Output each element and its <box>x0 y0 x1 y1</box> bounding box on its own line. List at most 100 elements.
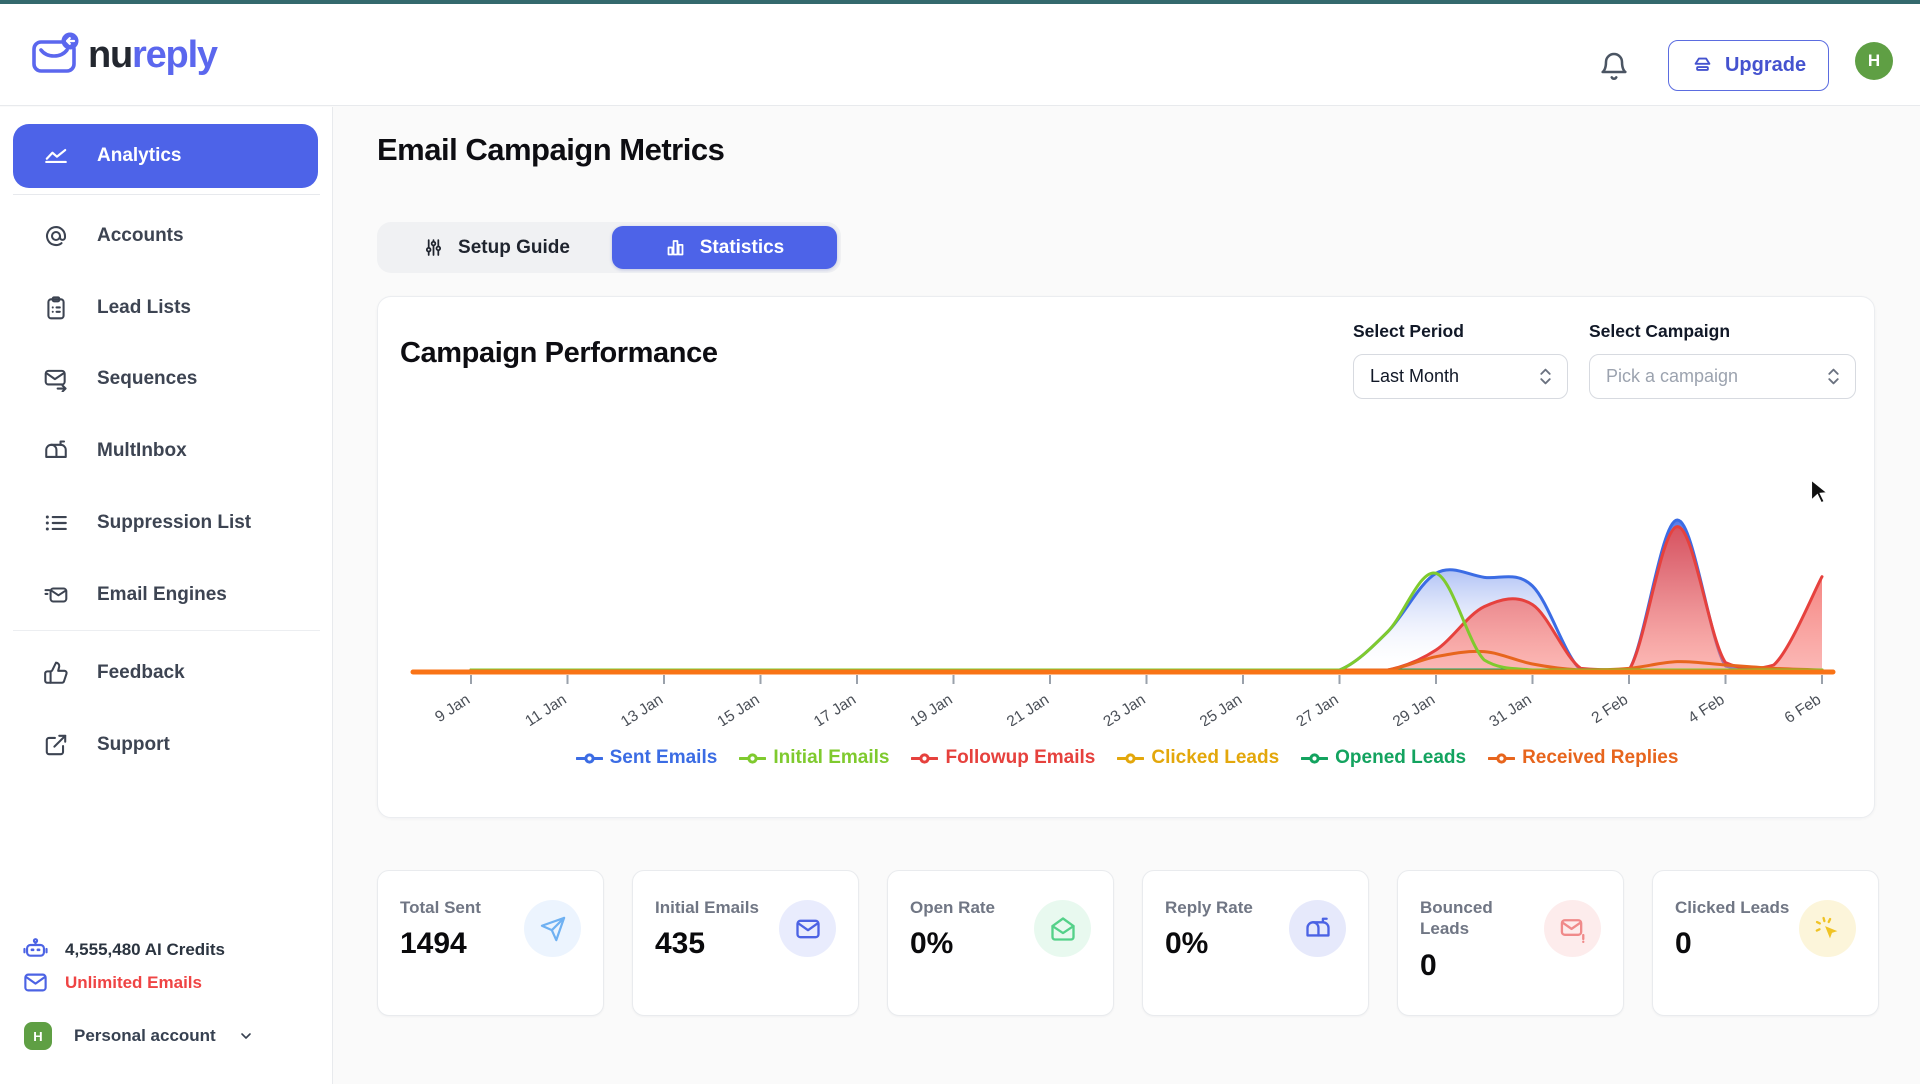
x-axis-tick-label: 2 Feb <box>1589 691 1632 726</box>
period-select-value: Last Month <box>1370 366 1460 386</box>
upgrade-button[interactable]: Upgrade <box>1668 40 1829 91</box>
unlimited-emails-text: Unlimited Emails <box>65 972 202 992</box>
select-period-label: Select Period <box>1353 321 1464 341</box>
area-chart-svg: 9 Jan 11 Jan 13 Jan 15 Jan 17 Jan 19 Jan 21 Ja… <box>410 518 1836 731</box>
legend-marker-icon <box>1488 752 1516 764</box>
tab-statistics[interactable]: Statistics <box>612 226 837 269</box>
sidebar-item-email-engines[interactable]: Email Engines <box>13 573 318 617</box>
bar-chart-icon <box>667 240 684 256</box>
at-sign-icon <box>46 226 67 247</box>
x-axis-tick-label: 23 Jan <box>1100 691 1148 726</box>
campaign-select[interactable]: Pick a campaign <box>1589 354 1856 399</box>
stat-card-total-sent: Total Sent 1494 <box>377 870 604 1016</box>
account-switcher[interactable]: H Personal account <box>24 1022 254 1050</box>
sidebar-footer: 4,555,480 AI Credits Unlimited Emails H … <box>0 924 332 1084</box>
sidebar-item-label: Accounts <box>97 225 184 246</box>
stat-label: Clicked Leads <box>1675 898 1790 917</box>
sidebar-item-label: Analytics <box>97 145 182 166</box>
list-icon <box>45 515 67 531</box>
mailbox-icon <box>1305 917 1330 937</box>
legend-item-sent-emails[interactable]: Sent Emails <box>575 747 718 769</box>
stat-card-open-rate: Open Rate 0% <box>887 870 1114 1016</box>
x-axis-tick-label: 21 Jan <box>1004 691 1052 726</box>
nureply-logo[interactable]: nureply <box>30 30 218 80</box>
stat-label: Total Sent <box>400 898 481 917</box>
sidebar-item-sequences[interactable]: Sequences <box>13 357 318 401</box>
brand-name: nureply <box>88 33 218 76</box>
thumbs-up-icon <box>44 661 68 684</box>
user-avatar[interactable]: H <box>1855 42 1893 80</box>
stat-card-initial-emails: Initial Emails 435 <box>632 870 859 1016</box>
sidebar-item-lead-lists[interactable]: Lead Lists <box>13 286 318 330</box>
analytics-chart-icon <box>45 148 67 164</box>
envelope-settings-icon <box>44 587 68 603</box>
legend-label: Followup Emails <box>945 747 1096 768</box>
account-label: Personal account <box>74 1026 216 1045</box>
legend-item-opened-leads[interactable]: Opened Leads <box>1301 747 1466 769</box>
stat-value: 1494 <box>400 927 467 961</box>
x-axis-tick-label: 29 Jan <box>1390 691 1438 726</box>
sidebar-item-accounts[interactable]: Accounts <box>13 214 318 258</box>
legend-item-clicked-leads[interactable]: Clicked Leads <box>1117 747 1279 769</box>
legend-marker-icon <box>739 752 767 764</box>
x-axis-tick-label: 27 Jan <box>1293 691 1341 726</box>
x-axis-tick-label: 6 Feb <box>1782 691 1825 726</box>
top-accent-strip <box>0 0 1920 4</box>
legend-label: Initial Emails <box>773 747 890 768</box>
stat-value: 0% <box>910 927 954 961</box>
unlimited-emails: Unlimited Emails <box>22 969 202 996</box>
sidebar-item-suppression-list[interactable]: Suppression List <box>13 501 318 545</box>
sidebar-item-feedback[interactable]: Feedback <box>13 651 318 695</box>
period-select[interactable]: Last Month <box>1353 354 1568 399</box>
envelope-open-icon <box>1050 916 1075 941</box>
x-axis-tick-label: 4 Feb <box>1685 691 1728 726</box>
sidebar-item-label: Feedback <box>97 662 185 683</box>
tab-label: Setup Guide <box>458 236 570 258</box>
x-axis-tick-label: 11 Jan <box>522 691 569 726</box>
x-axis-tick-label: 17 Jan <box>811 691 859 726</box>
performance-chart[interactable]: 9 Jan 11 Jan 13 Jan 15 Jan 17 Jan 19 Jan 21 Ja… <box>401 426 1861 731</box>
stats-row: Total Sent 1494 Initial Emails 435 Open … <box>377 870 1879 1016</box>
legend-item-followup-emails[interactable]: Followup Emails <box>911 747 1095 769</box>
sidebar-divider <box>13 194 320 195</box>
paper-plane-icon <box>540 916 565 941</box>
sidebar-item-analytics[interactable]: Analytics <box>13 124 318 188</box>
cursor-click-icon <box>1815 916 1837 938</box>
card-title: Campaign Performance <box>400 337 718 369</box>
x-axis-tick-label: 9 Jan <box>432 691 473 726</box>
envelope-reply-logo-icon <box>32 32 79 73</box>
tab-setup-guide[interactable]: Setup Guide <box>381 226 612 269</box>
ai-credits-text: 4,555,480 AI Credits <box>65 939 226 959</box>
upgrade-premium-icon <box>1694 57 1711 71</box>
sidebar-item-label: MultInbox <box>97 440 187 461</box>
legend-marker-icon <box>1117 752 1145 764</box>
campaign-performance-card: Campaign Performance Select Period Last … <box>377 296 1875 818</box>
legend-item-initial-emails[interactable]: Initial Emails <box>739 747 889 769</box>
notifications-bell-icon[interactable] <box>1598 50 1630 82</box>
envelope-forward-icon <box>44 369 67 392</box>
x-axis-tick-label: 25 Jan <box>1197 691 1245 726</box>
legend-label: Clicked Leads <box>1151 747 1280 768</box>
chart-legend: Sent Emails Initial Emails Followup Emai… <box>378 747 1876 769</box>
sidebar-item-support[interactable]: Support <box>13 723 318 767</box>
legend-label: Opened Leads <box>1335 747 1467 768</box>
mailbox-icon <box>45 440 67 458</box>
envelope-alert-icon <box>1560 918 1584 943</box>
legend-marker-icon <box>1301 752 1329 764</box>
legend-label: Sent Emails <box>609 747 718 768</box>
tab-label: Statistics <box>699 236 785 258</box>
sidebar-divider <box>13 630 320 631</box>
page-title: Email Campaign Metrics <box>377 132 725 167</box>
legend-marker-icon <box>911 752 939 764</box>
sidebar-item-label: Suppression List <box>97 512 252 533</box>
sidebar-item-multinbox[interactable]: MultInbox <box>13 429 318 473</box>
legend-item-received-replies[interactable]: Received Replies <box>1488 747 1678 769</box>
stat-value: 0% <box>1165 927 1209 961</box>
x-axis-tick-label: 15 Jan <box>714 691 762 726</box>
campaign-select-placeholder: Pick a campaign <box>1606 366 1739 386</box>
sidebar-item-label: Email Engines <box>97 584 227 605</box>
tab-group: Setup Guide Statistics <box>377 222 841 273</box>
x-axis-tick-label: 19 Jan <box>907 691 955 726</box>
external-link-icon <box>45 734 67 756</box>
mouse-cursor <box>1810 478 1829 504</box>
